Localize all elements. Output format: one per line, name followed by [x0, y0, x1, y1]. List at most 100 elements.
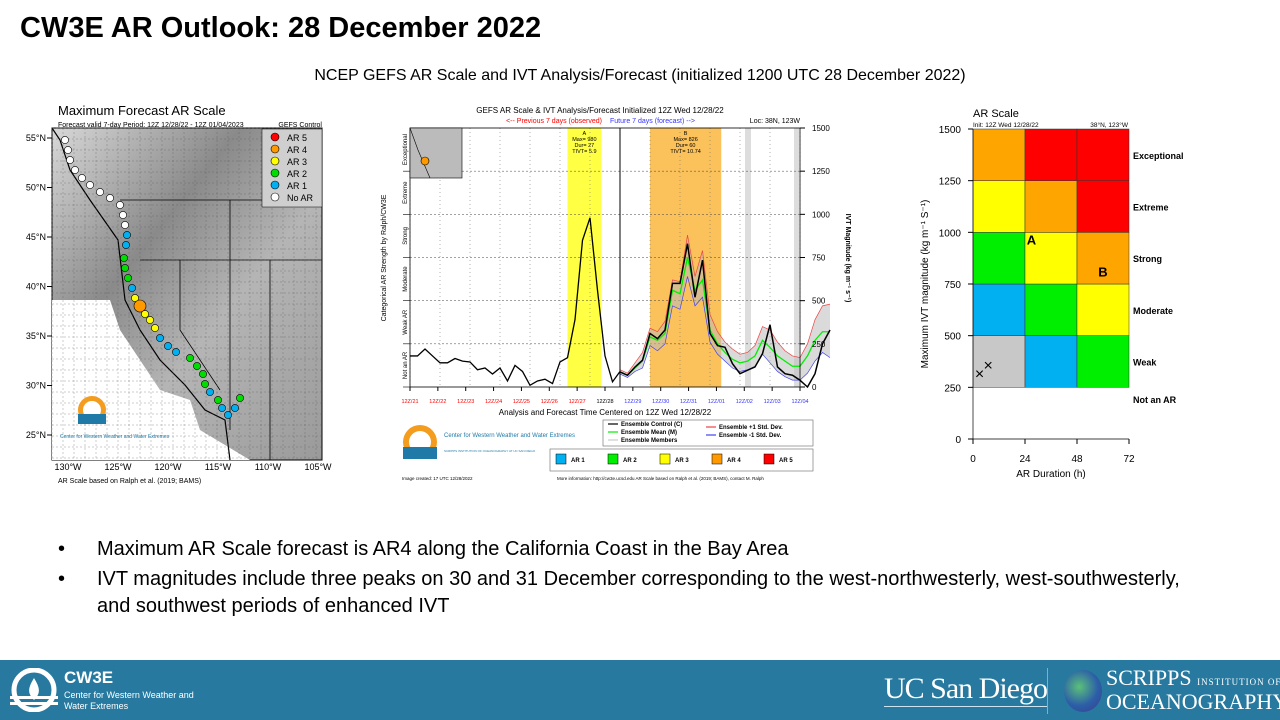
- ar-dot: [214, 396, 222, 404]
- ar-dot: [64, 146, 72, 154]
- ar-dot: [236, 394, 244, 402]
- ensemble-marker: ×: [975, 366, 984, 383]
- ar-dot: [231, 404, 239, 412]
- bullet-text: Maximum AR Scale forecast is AR4 along t…: [97, 538, 789, 560]
- ar-scale-cell: [972, 128, 1026, 181]
- map-model: GEFS Control: [278, 122, 322, 129]
- ar-dot: [146, 316, 154, 324]
- ar-scale-cell: [972, 180, 1026, 233]
- ar-legend-swatch: [659, 453, 671, 465]
- ar-dot: [199, 370, 207, 378]
- map-valid-period: Forecast valid 7-day Period: 12Z 12/28/2…: [58, 122, 244, 129]
- inset-locator-map: [409, 127, 463, 179]
- ar-scale-cell: [1024, 128, 1078, 181]
- x-tick-label: 72: [1123, 454, 1135, 465]
- x-tick-label: 12Z/02: [736, 399, 753, 405]
- ar-scale-cell: [973, 387, 1025, 439]
- scripps-logo-line1: SCRIPPS INSTITUTION OF: [1106, 667, 1280, 693]
- footer-bar: CW3E Center for Western Weather and Wate…: [0, 660, 1280, 720]
- chart-logo-text: Center for Western Weather and Water Ext…: [444, 433, 575, 439]
- ar-event-band: [567, 128, 602, 387]
- ar-scale-cell: [1076, 232, 1130, 285]
- map-legend: AR 5 AR 4 AR 3 AR 2 AR 1 No AR: [261, 128, 323, 208]
- ar-dot: [120, 254, 128, 262]
- ar-scale-cell: [1077, 387, 1129, 439]
- row-label: Exceptional: [1133, 151, 1184, 161]
- missing-data-band: [794, 128, 799, 387]
- ar-scale-cell: [1076, 335, 1130, 388]
- legend-label: Ensemble Members: [621, 438, 678, 444]
- ar-scale-title: AR Scale: [973, 108, 1019, 120]
- x-tick-label: 12Z/22: [429, 399, 446, 405]
- lat-label: 30°N: [26, 381, 46, 391]
- legend-swatch: [270, 156, 280, 166]
- plot-background: [410, 128, 800, 387]
- legend-swatch: [270, 192, 280, 202]
- y-tick-label: 750: [812, 254, 826, 263]
- ivt-axis-label: Maximum IVT magnitude (kg m⁻¹ S⁻¹): [920, 200, 931, 369]
- map-logo-text: Center for Western Weather and Water Ext…: [60, 434, 170, 440]
- y-tick-label: 1000: [812, 210, 830, 219]
- ivt-timeseries-chart: GEFS AR Scale & IVT Analysis/Forecast In…: [381, 106, 851, 481]
- ar-dot: [106, 194, 114, 202]
- ar-event-duration: Dur= 60: [676, 143, 696, 149]
- lat-label: 50°N: [26, 183, 46, 193]
- legend-swatch: [270, 144, 280, 154]
- coast-ar-dots: [61, 136, 244, 419]
- legend-label: AR 3: [287, 157, 307, 167]
- map-title: Maximum Forecast AR Scale: [58, 103, 226, 118]
- ar-legend-swatch: [711, 453, 723, 465]
- lon-label: 105°W: [304, 462, 332, 472]
- y-tick-label: 1000: [939, 228, 962, 239]
- y-tick-label: 500: [812, 297, 826, 306]
- ar-scale-cell: [1024, 232, 1078, 285]
- ar-legend-label: AR 5: [779, 458, 793, 464]
- cw3e-full-name: Center for Western Weather and Water Ext…: [64, 690, 194, 711]
- ar-dot: [124, 274, 132, 282]
- scripps-small: INSTITUTION OF: [1197, 677, 1280, 687]
- ucsd-logo: UC San Diego: [884, 672, 1048, 707]
- ar-dot: [123, 231, 131, 239]
- ar-legend-label: AR 3: [675, 458, 689, 464]
- slide-subtitle: NCEP GEFS AR Scale and IVT Analysis/Fore…: [314, 67, 966, 84]
- ar-scale-cell: [972, 283, 1026, 336]
- y-tick-label: 1250: [812, 167, 830, 176]
- ar-event-max: Max= 980: [572, 137, 596, 143]
- left-axis-label: Categorical AR Strength by Ralph/CW3E: [381, 194, 388, 321]
- ar-dot: [71, 166, 79, 174]
- lon-label: 115°W: [205, 462, 232, 472]
- ar-scale-cell: [1024, 335, 1078, 388]
- ar-scale-cell: [1024, 180, 1078, 233]
- future-label: Future 7 days (forecast) -->: [610, 118, 695, 125]
- ar-scale-cell: [1024, 283, 1078, 336]
- category-label: Exceptional: [403, 134, 409, 165]
- legend-label: Ensemble Control (C): [621, 422, 682, 428]
- map-cw3e-logo: Center for Western Weather and Water Ext…: [60, 396, 170, 440]
- x-tick-label: 48: [1071, 454, 1083, 465]
- line-legend-box: [602, 419, 814, 447]
- lon-label: 110°W: [255, 462, 282, 472]
- map-footnote: AR Scale based on Ralph et al. (2019; BA…: [58, 478, 201, 485]
- lat-label: 55°N: [26, 133, 46, 143]
- row-label: Moderate: [1133, 306, 1173, 316]
- footer-divider: [1047, 668, 1048, 714]
- ar-dot: [206, 388, 214, 396]
- series-line-mean: [619, 257, 830, 377]
- cw3e-name: CW3E: [64, 668, 114, 687]
- category-label: Strong: [403, 227, 409, 245]
- ar-scale-cell: [1076, 283, 1130, 336]
- ar-dot: [218, 404, 226, 412]
- ar-dot: [122, 241, 130, 249]
- series-line-minus-1-sd: [619, 276, 831, 381]
- x-tick-label: 12Z/24: [485, 399, 502, 405]
- ar-event-max: Max= 826: [673, 137, 697, 143]
- chart-title: GEFS AR Scale & IVT Analysis/Forecast In…: [476, 106, 724, 115]
- chart-cw3e-logo: Center for Western Weather and Water Ext…: [403, 425, 575, 459]
- row-label: Not an AR: [1133, 395, 1177, 405]
- x-tick-label: 12Z/01: [708, 399, 725, 405]
- ar-legend-swatch: [555, 453, 567, 465]
- x-tick-label: 12Z/26: [541, 399, 558, 405]
- ar-dot: [224, 411, 232, 419]
- ar-event-duration: Dur= 27: [575, 143, 595, 149]
- y-tick-label: 1500: [939, 125, 962, 136]
